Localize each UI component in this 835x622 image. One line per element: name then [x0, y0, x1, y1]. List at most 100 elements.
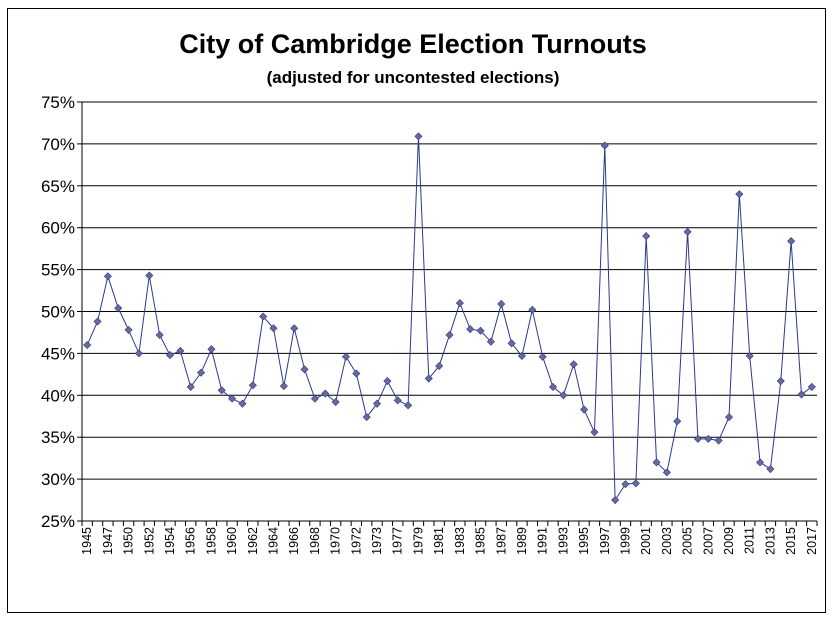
- data-point: [228, 394, 237, 403]
- chart-subtitle: (adjusted for uncontested elections): [267, 68, 560, 87]
- data-point: [103, 272, 112, 281]
- data-point: [393, 396, 402, 405]
- chart-title: City of Cambridge Election Turnouts: [179, 29, 647, 59]
- data-point: [114, 304, 123, 313]
- data-point: [631, 479, 640, 488]
- data-point: [404, 401, 413, 410]
- data-point: [673, 417, 682, 426]
- data-point: [724, 413, 734, 422]
- x-tick-label: 1958: [204, 527, 218, 555]
- axes: [77, 101, 818, 526]
- y-tick-label: 30%: [41, 470, 75, 489]
- data-point: [321, 389, 330, 398]
- data-point: [497, 299, 506, 308]
- data-point: [362, 413, 371, 422]
- data-point: [197, 368, 206, 377]
- data-point: [787, 237, 796, 246]
- data-point: [424, 374, 433, 383]
- data-point: [548, 382, 558, 391]
- x-tick-label: 1997: [598, 527, 612, 555]
- y-tick-label: 75%: [41, 93, 75, 112]
- data-point: [445, 330, 454, 339]
- y-tick-label: 35%: [41, 428, 75, 447]
- data-point: [455, 299, 464, 308]
- x-tick-label: 1993: [556, 527, 570, 555]
- x-tick-label: 2001: [639, 527, 653, 555]
- data-point: [517, 351, 526, 360]
- x-tick-label: 1981: [432, 527, 446, 555]
- x-tick-label: 1956: [184, 527, 198, 555]
- x-tick-label: 2011: [743, 527, 757, 554]
- data-point: [807, 382, 816, 391]
- x-tick-label: 2007: [701, 527, 715, 555]
- x-tick-label: 1962: [246, 527, 260, 555]
- x-tick-label: 1987: [494, 527, 508, 555]
- y-tick-label: 55%: [41, 261, 75, 280]
- data-point: [414, 132, 423, 141]
- data-point: [714, 436, 723, 445]
- data-point: [435, 361, 444, 370]
- data-point: [662, 468, 671, 477]
- x-tick-label: 2013: [763, 527, 777, 555]
- x-tick-label: 1968: [308, 527, 322, 555]
- data-point: [766, 465, 775, 474]
- data-point: [466, 325, 475, 334]
- y-tick-label: 25%: [41, 512, 75, 531]
- y-axis-tick-labels: 25% 30% 35% 40% 45% 50% 55% 60% 65% 70% 75%: [41, 93, 75, 531]
- data-point: [486, 337, 495, 346]
- data-point: [476, 326, 485, 335]
- data-point: [373, 399, 382, 408]
- x-tick-label: 1950: [122, 527, 136, 555]
- data-point: [590, 428, 599, 437]
- series-turnout: [83, 132, 816, 505]
- data-point: [238, 399, 247, 408]
- x-tick-label: 2005: [681, 527, 695, 555]
- data-point: [300, 365, 309, 374]
- data-point: [580, 405, 589, 414]
- data-point: [341, 352, 351, 361]
- data-point: [569, 360, 578, 369]
- y-tick-label: 60%: [41, 219, 75, 238]
- x-tick-label: 1977: [391, 527, 405, 555]
- data-point: [745, 351, 754, 360]
- data-point: [93, 317, 102, 326]
- y-tick-label: 70%: [41, 135, 75, 154]
- data-point: [600, 141, 609, 150]
- data-point: [756, 458, 765, 467]
- data-point: [538, 352, 547, 361]
- data-point: [776, 377, 785, 386]
- data-point: [528, 305, 537, 314]
- data-point: [217, 386, 226, 395]
- data-point: [310, 394, 319, 403]
- data-point: [83, 340, 92, 350]
- data-point: [331, 397, 340, 407]
- data-point: [559, 391, 568, 400]
- data-point: [704, 434, 713, 443]
- data-point: [383, 377, 392, 386]
- x-tick-label: 1947: [101, 527, 115, 555]
- x-tick-label: 1970: [329, 527, 343, 555]
- data-point: [797, 390, 806, 399]
- data-point: [207, 345, 216, 354]
- x-tick-label: 1979: [411, 527, 425, 555]
- x-tick-label: 1964: [267, 527, 281, 555]
- x-tick-label: 1966: [287, 527, 301, 555]
- y-tick-label: 40%: [41, 386, 75, 405]
- data-point: [248, 381, 257, 390]
- data-point: [611, 496, 620, 505]
- x-axis-tick-labels: 1945 1947 1950 1952 1954 1956 1958 1960 1962 1964…: [80, 527, 819, 555]
- x-tick-label: 1945: [80, 527, 94, 555]
- data-point: [652, 458, 661, 467]
- data-point: [290, 324, 299, 333]
- y-tick-label: 50%: [41, 303, 75, 322]
- x-tick-label: 1973: [370, 527, 384, 555]
- data-point: [124, 325, 133, 334]
- x-tick-label: 1952: [142, 527, 156, 555]
- data-point: [683, 227, 692, 236]
- x-tick-label: 1991: [536, 527, 550, 555]
- x-tick-label: 1954: [163, 527, 177, 555]
- data-point: [507, 339, 516, 348]
- data-point: [279, 382, 288, 391]
- x-tick-label: 1995: [577, 527, 591, 555]
- data-point: [259, 312, 268, 321]
